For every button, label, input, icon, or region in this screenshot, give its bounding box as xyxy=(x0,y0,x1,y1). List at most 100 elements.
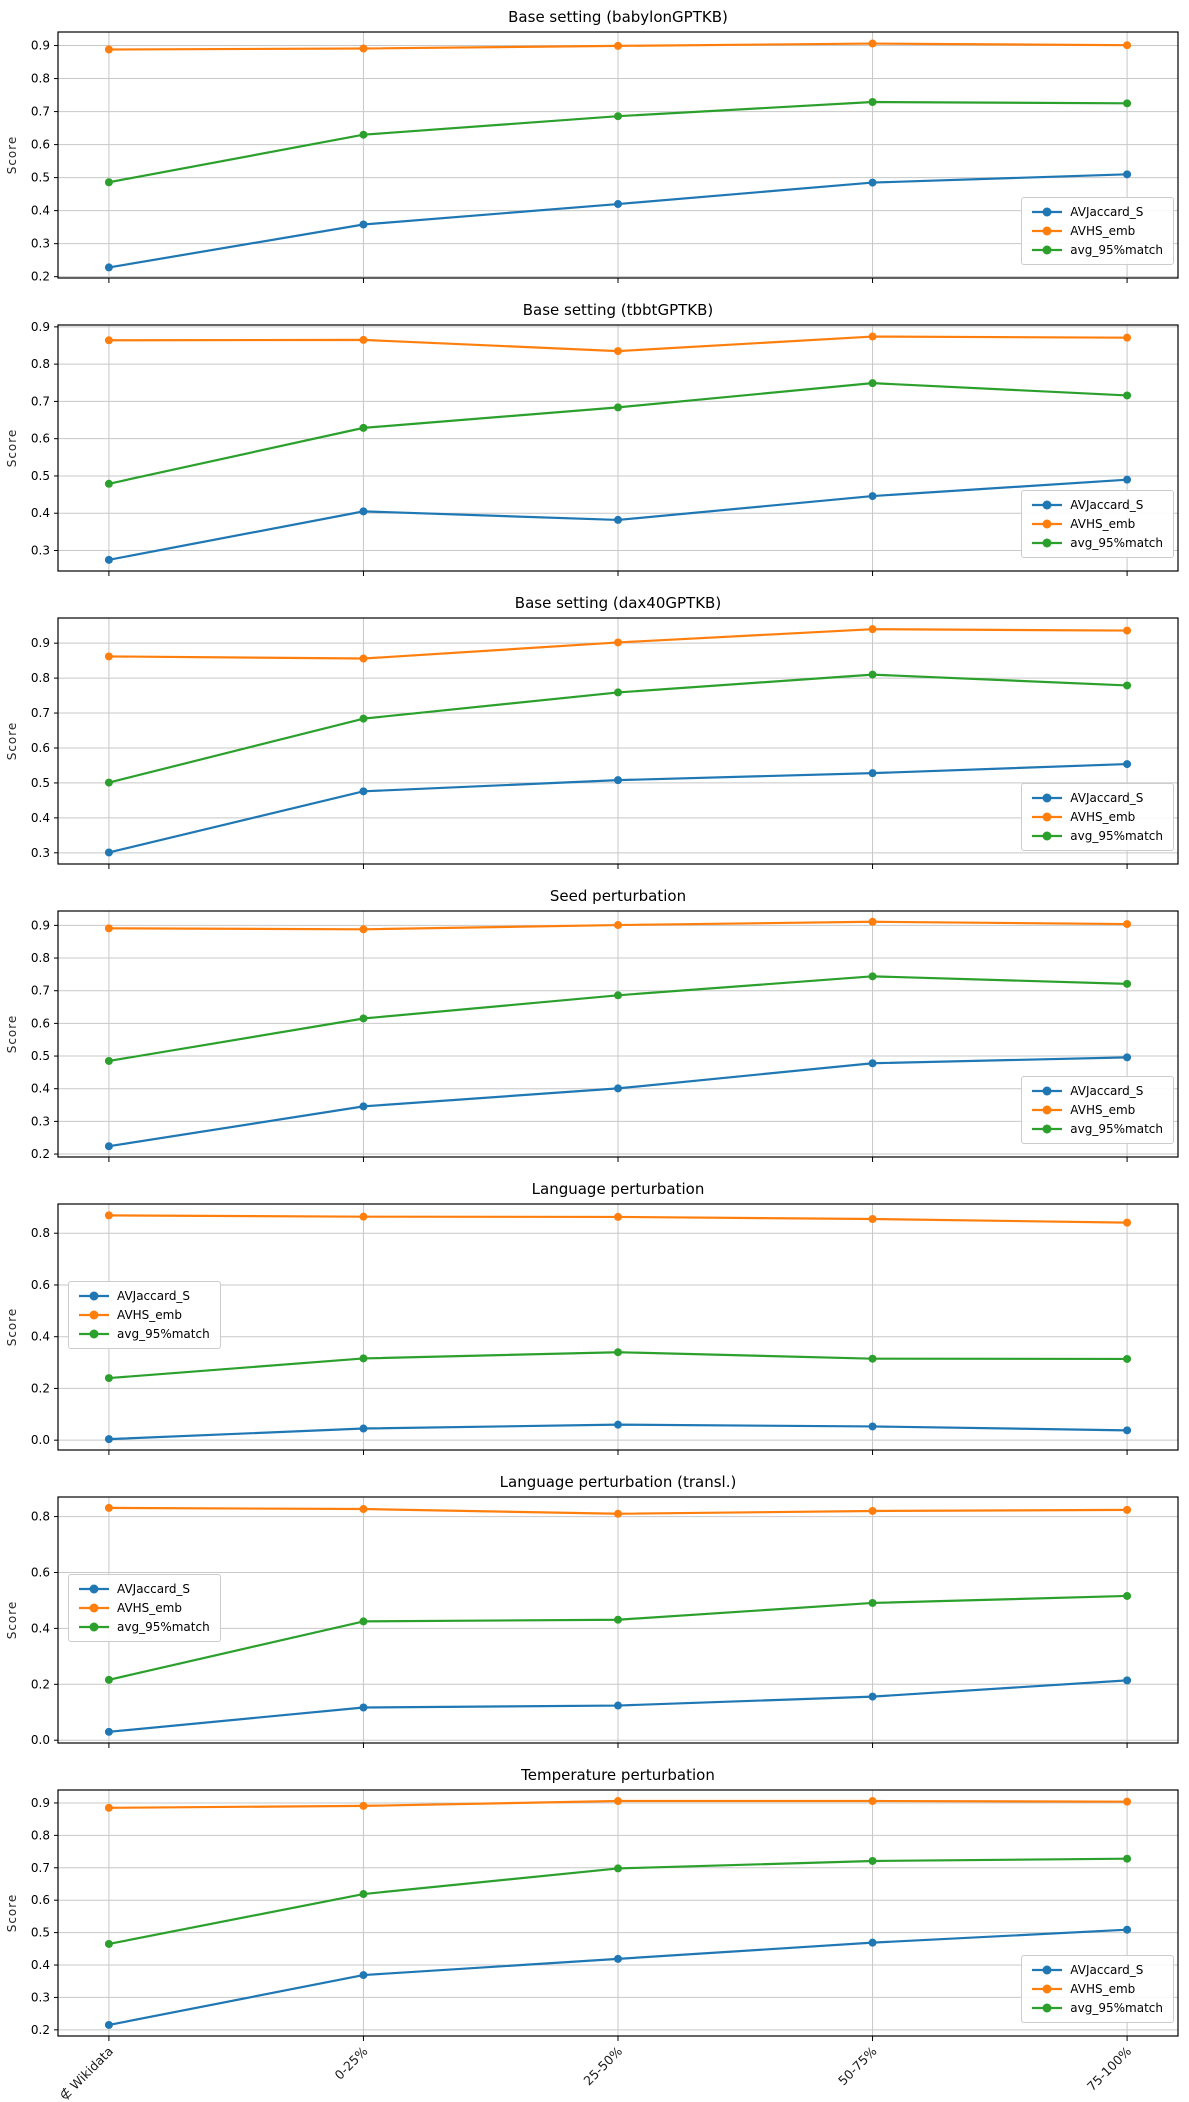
legend-label: AVHS_emb xyxy=(1070,1103,1136,1117)
data-point xyxy=(614,688,622,697)
y-tick-label: 0.6 xyxy=(31,741,50,755)
data-point xyxy=(868,917,877,926)
legend-item: AVHS_emb xyxy=(1032,1982,1163,1996)
data-point xyxy=(104,336,113,345)
data-point xyxy=(868,625,877,634)
y-axis-label: Score xyxy=(5,429,19,468)
data-point xyxy=(614,41,622,50)
data-point xyxy=(359,1801,368,1810)
legend-label: AVJaccard_S xyxy=(1070,1084,1144,1098)
data-point xyxy=(1123,1797,1132,1806)
y-tick-label: 0.2 xyxy=(31,1147,50,1161)
data-point xyxy=(104,1435,113,1444)
legend-item: AVJaccard_S xyxy=(79,1582,210,1596)
data-point xyxy=(104,924,113,933)
y-tick-label: 0.5 xyxy=(31,1049,50,1063)
chart-title: Temperature perturbation xyxy=(521,1766,715,1784)
x-tick-label: ∉ Wikidata xyxy=(56,2044,116,2102)
legend-label: avg_95%match xyxy=(117,1620,210,1634)
data-point xyxy=(359,1354,368,1363)
y-tick-label: 0.7 xyxy=(31,394,50,408)
y-tick-label: 0.3 xyxy=(31,544,50,558)
chart-base-setting-babylongptkb: Base setting (babylonGPTKB) 0.2 0.3 0.4 0.5 0… xyxy=(0,6,1189,294)
legend-label: avg_95%match xyxy=(1070,1122,1163,1136)
legend-item: avg_95%match xyxy=(1032,1122,1163,1136)
data-point xyxy=(359,1890,368,1899)
legend-marker-icon xyxy=(1032,207,1063,217)
y-tick-label: 0.4 xyxy=(31,1621,50,1635)
y-tick-label: 0.6 xyxy=(31,1016,50,1030)
y-tick-label: 0.2 xyxy=(31,1677,50,1691)
legend-marker-icon xyxy=(1032,519,1063,529)
legend-item: AVJaccard_S xyxy=(1032,1963,1163,1977)
chart-seed-perturbation: Seed perturbation 0.2 0.3 0.4 0.5 0.6 0.7 0.8 0.… xyxy=(0,885,1189,1173)
y-axis-label: Score xyxy=(5,1601,19,1640)
legend-label: AVHS_emb xyxy=(1070,224,1136,238)
data-point xyxy=(104,1503,113,1512)
data-point xyxy=(614,638,622,647)
legend-label: AVJaccard_S xyxy=(1070,498,1144,512)
y-tick-label: 0.9 xyxy=(31,320,50,334)
legend-marker-icon xyxy=(1032,831,1063,841)
data-point xyxy=(614,991,622,1000)
plot-wrap: 0.0 0.2 0.4 0.6 0.8 Score AVJaccard_S AVHS_emb a… xyxy=(0,1493,1189,1759)
legend-item: AVHS_emb xyxy=(79,1308,210,1322)
legend-label: AVHS_emb xyxy=(1070,1982,1136,1996)
y-axis-label: Score xyxy=(5,1015,19,1054)
data-point xyxy=(868,1797,877,1806)
legend-item: AVHS_emb xyxy=(79,1601,210,1615)
legend-marker-icon xyxy=(1032,500,1063,510)
legend-item: avg_95%match xyxy=(1032,829,1163,843)
legend: AVJaccard_S AVHS_emb avg_95%match xyxy=(1021,490,1174,558)
chart-base-setting-tbbtgptkb: Base setting (tbbtGPTKB) 0.3 0.4 0.5 0.6 0.7 0… xyxy=(0,299,1189,587)
legend-label: AVHS_emb xyxy=(117,1601,182,1615)
data-point xyxy=(1123,1505,1132,1514)
legend-label: avg_95%match xyxy=(1070,829,1163,843)
data-point xyxy=(614,1864,622,1873)
plot-canvas: 0.2 0.3 0.4 0.5 0.6 0.7 0.8 0.9 Score ∉ Wikidata 0… xyxy=(5,1789,1179,2102)
legend-marker-icon xyxy=(1032,226,1063,236)
data-point xyxy=(868,972,877,981)
legend-marker-icon xyxy=(1032,1105,1063,1115)
data-point xyxy=(104,1142,113,1151)
data-point xyxy=(868,1354,877,1363)
plot-wrap: 0.0 0.2 0.4 0.6 0.8 Score AVJaccard_S AVHS_emb a… xyxy=(0,1200,1189,1466)
data-point xyxy=(1123,333,1132,342)
chart-language-perturbation: Language perturbation 0.0 0.2 0.4 0.6 0.8 Scor… xyxy=(0,1178,1189,1466)
data-point xyxy=(614,347,622,356)
data-point xyxy=(614,1420,622,1429)
chart-title: Base setting (dax40GPTKB) xyxy=(514,594,722,612)
legend-label: AVJaccard_S xyxy=(1070,205,1144,219)
legend-marker-icon xyxy=(1032,1124,1063,1134)
y-tick-label: 0.4 xyxy=(31,811,50,825)
data-point xyxy=(1123,99,1132,108)
data-point xyxy=(868,332,877,341)
data-point xyxy=(359,654,368,663)
data-point xyxy=(359,1971,368,1980)
y-tick-label: 0.5 xyxy=(31,171,50,185)
data-point xyxy=(1123,1676,1132,1685)
data-point xyxy=(614,1701,622,1710)
y-axis-label: Score xyxy=(5,136,19,175)
y-tick-label: 0.2 xyxy=(31,270,50,284)
legend-marker-icon xyxy=(79,1584,109,1594)
data-point xyxy=(1123,1591,1132,1600)
y-tick-label: 0.8 xyxy=(31,1226,50,1240)
data-point xyxy=(1123,1426,1132,1435)
y-tick-label: 0.2 xyxy=(31,2023,50,2037)
legend-marker-icon xyxy=(1032,1086,1063,1096)
y-tick-label: 0.7 xyxy=(31,1861,50,1875)
legend-label: avg_95%match xyxy=(1070,2001,1163,2015)
data-point xyxy=(104,848,113,857)
y-tick-label: 0.5 xyxy=(31,776,50,790)
legend-marker-icon xyxy=(79,1603,109,1613)
data-point xyxy=(359,1102,368,1111)
plot-canvas: 0.0 0.2 0.4 0.6 0.8 Score xyxy=(5,1496,1179,1748)
plot-canvas: 0.2 0.3 0.4 0.5 0.6 0.7 0.8 0.9 Score xyxy=(5,910,1179,1162)
x-tick-label: 0-25% xyxy=(332,2043,371,2082)
data-point xyxy=(1123,681,1132,690)
y-tick-label: 0.8 xyxy=(31,1828,50,1842)
data-point xyxy=(868,1692,877,1701)
plot-wrap: 0.3 0.4 0.5 0.6 0.7 0.8 0.9 Score AVJaccard_S AVH… xyxy=(0,320,1189,587)
